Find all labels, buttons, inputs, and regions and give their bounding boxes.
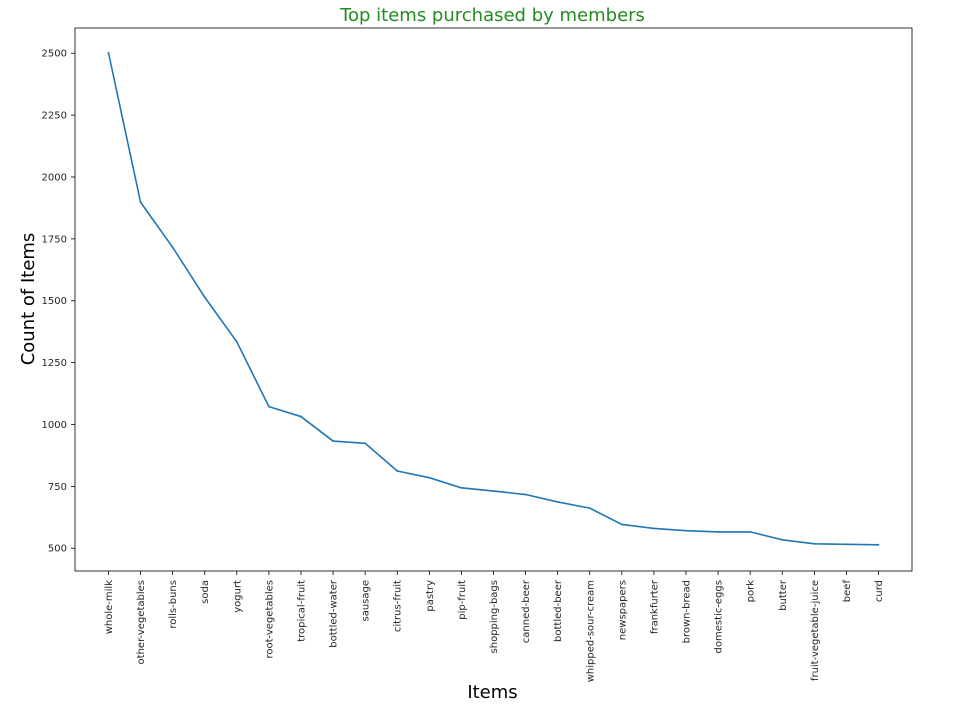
data-point <box>620 523 623 526</box>
x-tick-label: bottled-water <box>329 579 340 648</box>
data-point <box>460 486 463 489</box>
data-point <box>364 442 367 445</box>
data-point <box>396 470 399 472</box>
y-tick-label: 2000 <box>42 172 67 183</box>
y-tick-label: 1500 <box>42 296 67 307</box>
plot-frame <box>74 27 913 572</box>
data-point <box>877 543 880 546</box>
x-tick-label: shopping-bags <box>489 580 500 653</box>
data-point <box>235 340 238 343</box>
data-point <box>492 490 495 492</box>
data-point <box>203 296 206 299</box>
x-tick-label: fruit-vegetable-juice <box>810 580 821 681</box>
data-point <box>845 543 848 546</box>
x-tick-label: brown-bread <box>682 580 693 643</box>
chart-title: Top items purchased by members <box>339 5 645 26</box>
x-tick-label: rolls-buns <box>168 580 179 629</box>
x-tick-label: bottled-beer <box>553 579 564 642</box>
x-tick-label: newspapers <box>617 580 628 640</box>
x-tick-label: citrus-fruit <box>393 580 404 632</box>
x-tick-label: butter <box>778 579 789 611</box>
data-point <box>813 542 816 545</box>
data-point <box>653 527 655 530</box>
x-tick-label: domestic-eggs <box>714 580 725 653</box>
data-point <box>749 530 752 533</box>
data-point <box>332 440 334 442</box>
data-point <box>268 405 270 408</box>
x-tick-label: root-vegetables <box>264 580 275 659</box>
x-tick-label: whipped-sour-cream <box>585 580 596 682</box>
x-tick-label: pastry <box>425 580 436 612</box>
data-point <box>588 507 591 510</box>
x-tick-label: curd <box>874 580 885 602</box>
y-tick-label: 750 <box>48 482 67 493</box>
x-axis-title: Items <box>467 682 517 703</box>
x-tick-label: other-vegetables <box>136 580 147 664</box>
x-tick-label: pip-fruit <box>457 580 468 620</box>
x-tick-label: soda <box>200 580 211 604</box>
data-point <box>107 51 110 54</box>
x-tick-label: tropical-fruit <box>296 580 307 642</box>
y-tick-label: 1000 <box>42 420 67 431</box>
y-tick-label: 1750 <box>42 234 67 245</box>
y-tick-label: 1250 <box>42 358 67 369</box>
x-tick-label: beef <box>842 580 853 603</box>
data-point <box>171 246 174 249</box>
data-point <box>524 493 527 496</box>
y-tick-label: 2500 <box>42 49 67 60</box>
y-axis-title: Count of Items <box>18 233 39 366</box>
x-tick-label: pork <box>746 580 757 603</box>
data-point <box>556 501 559 503</box>
y-tick-label: 2250 <box>42 111 67 122</box>
data-point <box>717 530 719 533</box>
x-tick-label: frankfurter <box>649 579 660 634</box>
data-point <box>781 538 784 541</box>
x-tick-label: whole-milk <box>104 580 115 634</box>
data-point <box>428 476 431 479</box>
x-tick-label: canned-beer <box>521 579 532 643</box>
data-point <box>139 201 142 204</box>
x-tick-label: sausage <box>361 580 372 622</box>
data-point <box>685 529 687 532</box>
series-line <box>107 52 879 546</box>
x-tick-label: yogurt <box>232 580 243 613</box>
data-point <box>300 415 302 418</box>
y-tick-label: 500 <box>48 544 67 555</box>
